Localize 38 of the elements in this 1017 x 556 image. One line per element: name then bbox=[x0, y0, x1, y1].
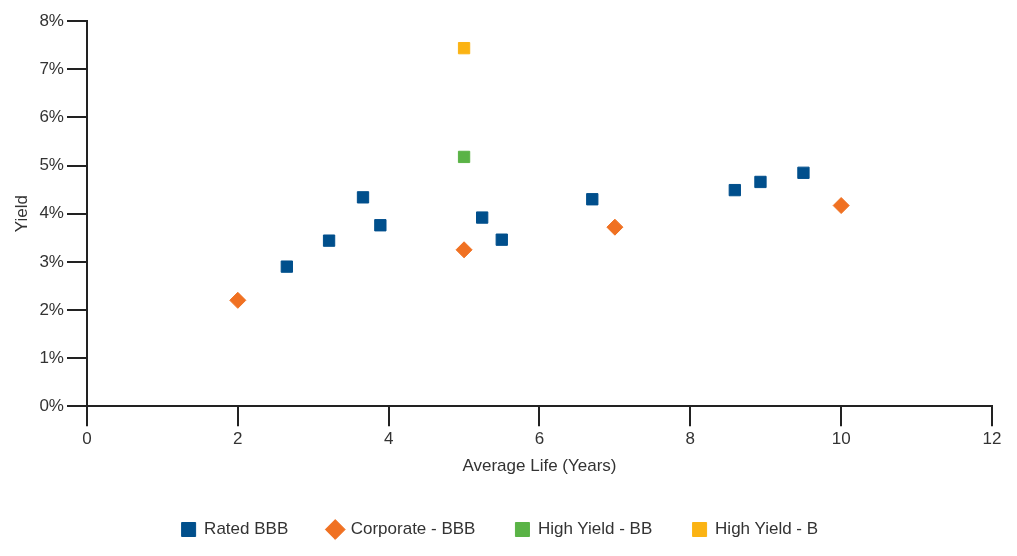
x-tick-label: 12 bbox=[982, 429, 1002, 449]
point bbox=[322, 234, 336, 247]
point bbox=[374, 219, 387, 232]
point bbox=[728, 183, 741, 197]
point bbox=[457, 150, 471, 164]
x-tick-label: 2 bbox=[233, 429, 243, 449]
point bbox=[455, 241, 473, 259]
point bbox=[356, 191, 370, 204]
point bbox=[476, 211, 489, 224]
x-axis-title: Average Life (Years) bbox=[462, 456, 617, 476]
point bbox=[457, 41, 471, 55]
x-tick-label: 4 bbox=[383, 429, 394, 449]
y-axis-title: Yield bbox=[11, 195, 31, 233]
y-tick-label: 0% bbox=[39, 395, 64, 415]
x-tick-label: 10 bbox=[831, 429, 851, 449]
y-tick-label: 4% bbox=[39, 203, 64, 223]
y-tick-label: 7% bbox=[39, 59, 64, 79]
point bbox=[229, 291, 247, 309]
point bbox=[797, 166, 810, 179]
y-tick-label: 8% bbox=[39, 10, 64, 30]
y-tick-label: 6% bbox=[39, 107, 64, 127]
point bbox=[495, 233, 508, 246]
x-tick-label: 0 bbox=[82, 429, 92, 449]
point bbox=[280, 260, 293, 273]
point bbox=[606, 218, 624, 236]
legend-label: High Yield - B bbox=[715, 519, 819, 539]
y-tick-label: 1% bbox=[39, 347, 64, 367]
point bbox=[586, 193, 599, 206]
x-tick-label: 6 bbox=[534, 429, 545, 449]
x-tick-label: 8 bbox=[685, 429, 696, 449]
y-tick-label: 2% bbox=[39, 299, 64, 319]
legend-label: Corporate - BBB bbox=[350, 519, 476, 539]
legend-label: High Yield - BB bbox=[537, 519, 653, 539]
point bbox=[754, 175, 767, 189]
y-tick-label: 5% bbox=[39, 155, 64, 175]
y-tick-label: 3% bbox=[39, 251, 64, 271]
point bbox=[832, 197, 850, 215]
legend-label: Rated BBB bbox=[204, 519, 289, 539]
